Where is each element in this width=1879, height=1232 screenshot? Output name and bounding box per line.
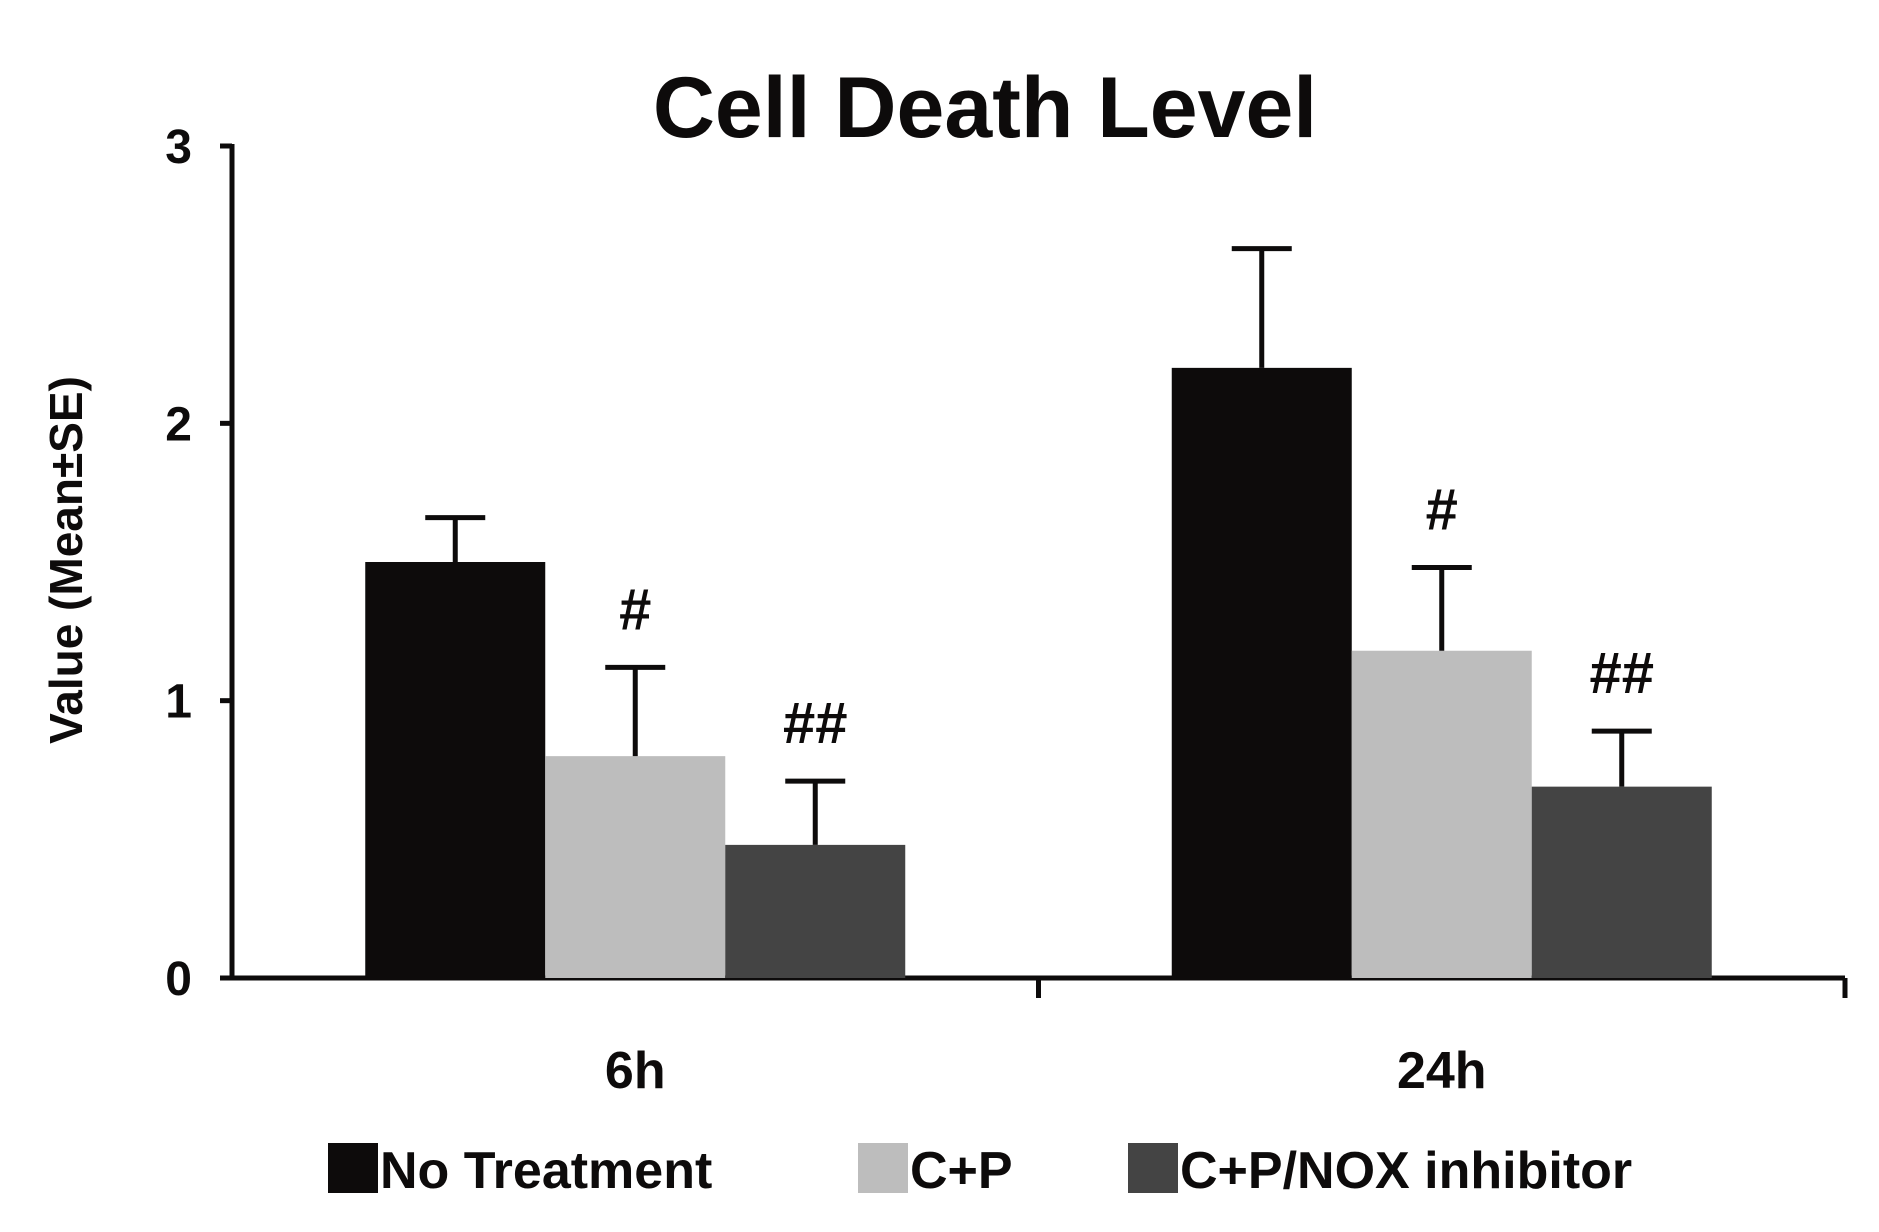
- significance-marker: #: [619, 577, 651, 642]
- significance-marker: #: [1426, 478, 1458, 543]
- legend: No Treatment C+P C+P/NOX inhibitor: [328, 1142, 1632, 1200]
- y-tick-label: 2: [165, 398, 192, 451]
- y-tick-label: 3: [165, 121, 192, 174]
- bar-group-2: #: [1351, 478, 1532, 978]
- bar: [1351, 650, 1532, 978]
- bar: [1531, 786, 1712, 978]
- legend-item: C+P: [858, 1142, 1013, 1200]
- legend-swatch: [328, 1143, 378, 1193]
- legend-item: C+P/NOX inhibitor: [1128, 1142, 1632, 1200]
- bars-group: 6h###24h###: [365, 246, 1712, 1100]
- bar-group-2: #: [545, 577, 726, 978]
- x-category-label: 6h: [605, 1042, 666, 1100]
- legend-item: No Treatment: [328, 1142, 712, 1200]
- bar: [545, 756, 726, 978]
- chart-title: Cell Death Level: [653, 60, 1317, 156]
- legend-label: C+P/NOX inhibitor: [1180, 1142, 1632, 1200]
- y-axis-label: Value (Mean±SE): [40, 376, 92, 744]
- bar: [365, 562, 546, 978]
- significance-marker: ##: [783, 691, 848, 756]
- y-tick-label: 0: [165, 953, 192, 1006]
- bar-group-1: [1171, 246, 1352, 978]
- legend-label: No Treatment: [380, 1142, 712, 1200]
- bar: [1171, 367, 1352, 978]
- legend-swatch: [858, 1143, 908, 1193]
- bar-group-3: ##: [1531, 641, 1712, 978]
- bar: [725, 844, 906, 978]
- significance-marker: ##: [1589, 641, 1654, 706]
- x-category-label: 24h: [1397, 1042, 1487, 1100]
- legend-swatch: [1128, 1143, 1178, 1193]
- bar-group-3: ##: [725, 691, 906, 978]
- bar-group-1: [365, 515, 546, 978]
- y-tick-label: 1: [165, 676, 192, 729]
- legend-label: C+P: [910, 1142, 1013, 1200]
